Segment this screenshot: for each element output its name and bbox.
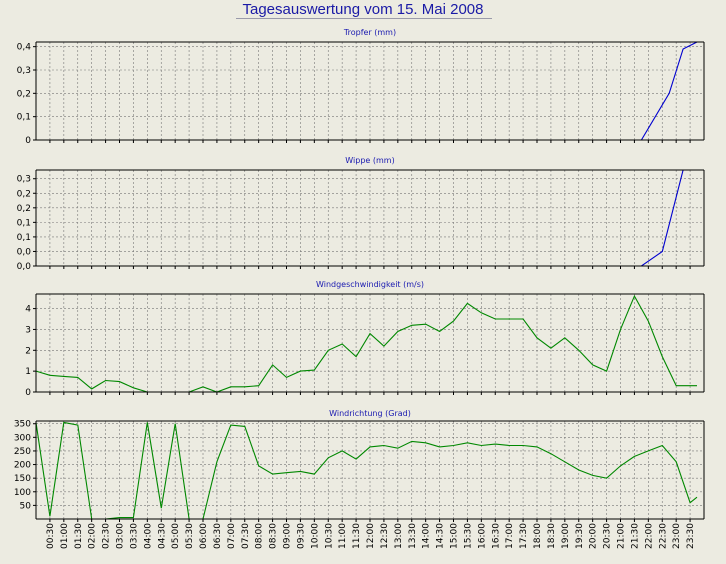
y-tick-label: 300	[14, 433, 31, 443]
y-tick-label: 0	[25, 136, 31, 146]
y-tick-label: 1	[25, 367, 31, 377]
x-tick-label: 23:30	[686, 523, 696, 549]
x-tick-label: 18:30	[547, 523, 557, 549]
x-tick-label: 04:30	[157, 523, 167, 549]
x-tick-label: 21:00	[617, 523, 627, 549]
y-tick-label: 0,2	[17, 89, 31, 99]
x-tick-label: 10:00	[310, 523, 320, 549]
chart-panel-4: Windrichtung (Grad) 50 100 150 200 250 300 350	[14, 409, 705, 522]
x-tick-label: 17:00	[505, 523, 515, 549]
x-tick-label: 08:30	[269, 523, 279, 549]
y-tick-label: 100	[14, 488, 31, 498]
x-tick-label: 13:30	[408, 523, 418, 549]
panel-title: Wippe (mm)	[345, 156, 394, 165]
x-tick-label: 05:00	[171, 523, 181, 549]
chart-panel-1: Tropfer (mm) 0 0,1 0,2 0,3 0,4	[17, 28, 705, 146]
panel-title: Tropfer (mm)	[343, 28, 396, 37]
title-underline	[236, 18, 492, 19]
y-tick-label: 150	[14, 474, 31, 484]
x-tick-label: 13:00	[394, 523, 404, 549]
x-tick-label: 17:30	[519, 523, 529, 549]
x-tick-label: 14:30	[436, 523, 446, 549]
y-tick-label: 350	[14, 420, 31, 430]
x-tick-label: 06:30	[213, 523, 223, 549]
x-tick-label: 21:30	[630, 523, 640, 549]
x-tick-label: 20:30	[603, 523, 613, 549]
y-tick-label: 0,0	[17, 262, 32, 272]
x-tick-label: 15:00	[450, 523, 460, 549]
x-tick-label: 10:30	[324, 523, 334, 549]
x-tick-label: 02:30	[102, 523, 112, 549]
y-tick-label: 0,0	[17, 247, 32, 257]
x-tick-label: 06:00	[199, 523, 209, 549]
x-tick-label: 23:00	[672, 523, 682, 549]
y-tick-label: 0,2	[17, 204, 31, 214]
y-tick-label: 0,1	[17, 233, 31, 243]
y-tick-label: 4	[25, 305, 31, 315]
x-tick-label: 18:00	[533, 523, 543, 549]
x-tick-label: 00:30	[46, 523, 56, 549]
x-tick-label: 07:30	[241, 523, 251, 549]
x-tick-label: 09:00	[283, 523, 293, 549]
y-tick-label: 0,4	[17, 43, 32, 53]
y-tick-label: 2	[25, 346, 31, 356]
x-tick-label: 14:00	[422, 523, 432, 549]
page-title-text: Tagesauswertung vom 15. Mai 2008	[242, 1, 484, 18]
x-tick-label: 22:00	[644, 523, 654, 549]
y-tick-label: 250	[14, 447, 31, 457]
chart-panel-3: Windgeschwindigkeit (m/s) 0 1 2 3 4	[25, 280, 705, 398]
panel-title: Windrichtung (Grad)	[329, 409, 411, 418]
x-tick-label: 22:30	[658, 523, 668, 549]
x-tick-label: 05:30	[185, 523, 195, 549]
x-tick-label: 16:30	[491, 523, 501, 549]
x-tick-label: 01:30	[74, 523, 84, 549]
y-tick-label: 0,2	[17, 189, 31, 199]
x-tick-label: 11:30	[352, 523, 362, 549]
x-tick-label: 12:30	[380, 523, 390, 549]
panel-title: Windgeschwindigkeit (m/s)	[316, 280, 424, 289]
x-tick-label: 20:00	[589, 523, 599, 549]
x-tick-label: 03:30	[129, 523, 139, 549]
x-tick-label: 19:30	[575, 523, 585, 549]
x-tick-label: 04:00	[143, 523, 153, 549]
y-tick-label: 0,3	[17, 175, 31, 185]
y-tick-label: 200	[14, 461, 31, 471]
x-tick-label: 09:30	[296, 523, 306, 549]
x-tick-label: 11:00	[338, 523, 348, 549]
y-tick-label: 3	[25, 325, 31, 335]
x-tick-label: 08:00	[255, 523, 265, 549]
y-tick-label: 0	[25, 388, 31, 398]
y-tick-label: 0,1	[17, 113, 31, 123]
x-tick-label: 01:00	[60, 523, 70, 549]
x-tick-label: 16:00	[477, 523, 487, 549]
x-tick-label: 02:00	[88, 523, 98, 549]
x-tick-label: 12:00	[366, 523, 376, 549]
chart-panel-2: Wippe (mm) 0,0 0,0 0,1 0,1 0,2 0,2 0,3	[17, 156, 705, 272]
y-tick-label: 0,1	[17, 218, 31, 228]
y-tick-label: 0,3	[17, 66, 31, 76]
x-tick-label: 03:00	[116, 523, 126, 549]
page-title: Tagesauswertung vom 15. Mai 2008	[0, 0, 726, 20]
x-tick-label: 15:30	[463, 523, 473, 549]
x-tick-label: 07:00	[227, 523, 237, 549]
y-tick-label: 50	[20, 501, 32, 511]
series-line	[35, 421, 698, 520]
x-tick-label: 19:00	[561, 523, 571, 549]
